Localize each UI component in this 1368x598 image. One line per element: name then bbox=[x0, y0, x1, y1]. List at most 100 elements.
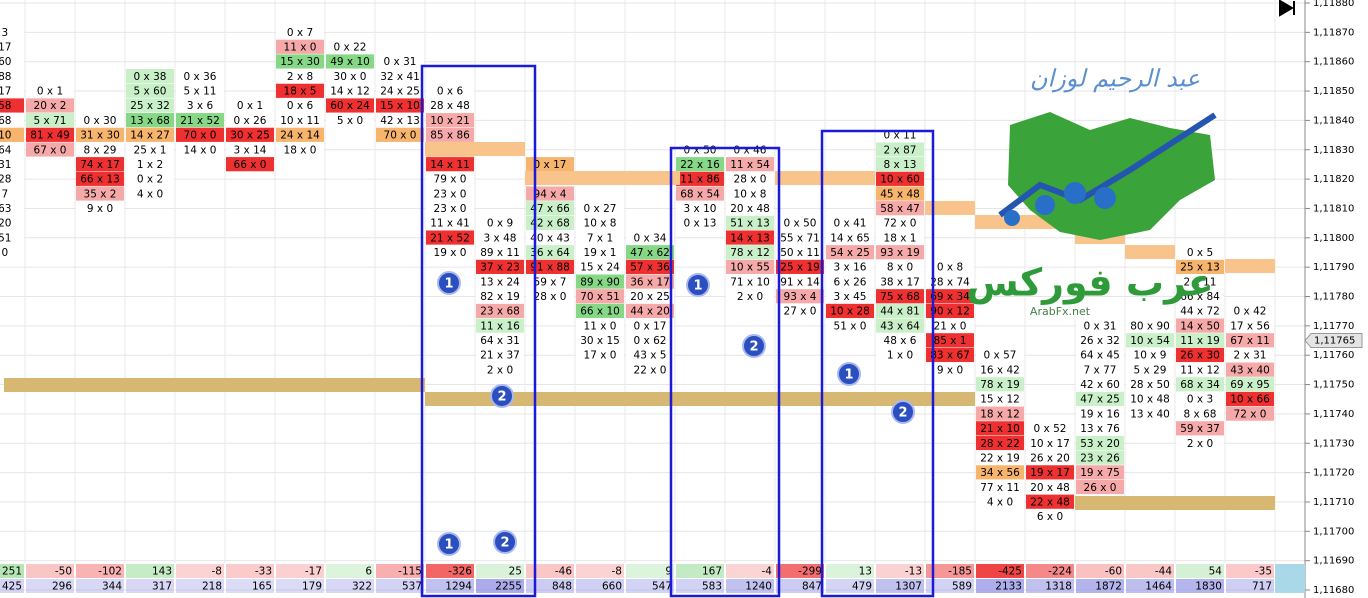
cell-label: x 63 bbox=[0, 203, 11, 215]
volume-cell bbox=[526, 579, 574, 593]
cell-label: 0 x 7 bbox=[287, 27, 313, 39]
cell-label: 10 x 54 bbox=[1130, 335, 1170, 347]
cell-label: 67 x 0 bbox=[34, 144, 67, 156]
cell-label: 74 x 17 bbox=[80, 159, 120, 171]
footprint-cell bbox=[76, 113, 124, 128]
footprint-cell bbox=[176, 98, 224, 113]
cell-label: 22 x 0 bbox=[634, 364, 667, 376]
cell-label: 30 x 15 bbox=[580, 335, 620, 347]
footprint-cell bbox=[376, 54, 424, 69]
cell-label: 0 x 27 bbox=[584, 203, 617, 215]
footprint-cell bbox=[1226, 362, 1274, 377]
cell-label: 64 x 45 bbox=[1080, 350, 1120, 362]
footprint-cell bbox=[126, 142, 174, 157]
cell-label: 25 x 13 bbox=[1180, 262, 1220, 274]
cell-label: 5 x 60 bbox=[134, 86, 167, 98]
footprint-cell bbox=[1226, 377, 1274, 392]
footprint-cell bbox=[1226, 318, 1274, 333]
footprint-cell bbox=[126, 113, 174, 128]
footprint-cell bbox=[926, 318, 974, 333]
footprint-cell bbox=[626, 230, 674, 245]
cell-label: 14 x 27 bbox=[130, 130, 170, 142]
delta-label: 13 bbox=[859, 566, 872, 578]
footprint-cell bbox=[926, 347, 974, 363]
volume-cell bbox=[776, 579, 824, 593]
cell-label: 0 x 36 bbox=[184, 71, 217, 83]
marker-label: 1 bbox=[693, 279, 702, 294]
footprint-cell bbox=[1076, 318, 1124, 333]
cell-label: 67 x 11 bbox=[1230, 335, 1270, 347]
delta-cell bbox=[576, 564, 624, 578]
delta-label: -224 bbox=[1048, 566, 1072, 578]
cell-label: 0 x 11 bbox=[884, 130, 917, 142]
cell-label: 15 x 12 bbox=[980, 394, 1020, 406]
footprint-cell bbox=[726, 259, 774, 274]
footprint-cell bbox=[426, 171, 474, 186]
cell-label: 10 x 17 bbox=[1030, 438, 1070, 450]
volume-cell bbox=[126, 579, 174, 593]
cell-label: 2 x 0 bbox=[487, 364, 513, 376]
footprint-cell bbox=[726, 142, 774, 157]
cell-label: x 31 bbox=[0, 159, 11, 171]
footprint-cell bbox=[826, 289, 874, 304]
poc-band bbox=[425, 142, 525, 156]
footprint-cell bbox=[876, 157, 924, 172]
cell-label: 22 x 48 bbox=[1030, 496, 1070, 508]
price-label: 1,11800 bbox=[1313, 233, 1354, 244]
cell-label: 58 x 47 bbox=[880, 203, 920, 215]
footprint-cell bbox=[426, 215, 474, 230]
cell-label: 30 x 25 bbox=[230, 130, 270, 142]
footprint-cell bbox=[1026, 421, 1074, 436]
cell-label: 3 x 48 bbox=[484, 232, 517, 244]
footprint-cell bbox=[0, 54, 24, 69]
footprint-cell bbox=[1176, 406, 1224, 421]
footprint-cell bbox=[726, 157, 774, 172]
footprint-cell bbox=[1126, 318, 1174, 333]
delta-cell bbox=[376, 564, 424, 578]
footprint-cell bbox=[526, 259, 574, 274]
footprint-cell bbox=[576, 318, 624, 333]
footprint-cell bbox=[276, 25, 324, 40]
cell-label: 31 x 30 bbox=[80, 130, 120, 142]
cell-label: 32 x 41 bbox=[380, 71, 420, 83]
cell-label: 85 x 86 bbox=[430, 130, 470, 142]
footprint-cell bbox=[576, 230, 624, 245]
cell-label: 48 x 6 bbox=[884, 335, 917, 347]
volume-cell bbox=[976, 579, 1024, 593]
volume-cell bbox=[276, 579, 324, 593]
footprint-cell bbox=[976, 450, 1024, 465]
volume-label: 296 bbox=[52, 581, 72, 593]
scroll-end-icon[interactable] bbox=[1279, 0, 1295, 17]
price-label: 1,11830 bbox=[1313, 145, 1354, 156]
marker-label: 2 bbox=[749, 340, 758, 355]
volume-label: 1464 bbox=[1145, 581, 1172, 593]
footprint-cell bbox=[0, 142, 24, 157]
marker-label: 2 bbox=[500, 536, 509, 551]
volume-cell bbox=[326, 579, 374, 593]
volume-cell bbox=[76, 579, 124, 593]
footprint-cell bbox=[1076, 465, 1124, 480]
footprint-cell bbox=[826, 259, 874, 274]
delta-label: -50 bbox=[55, 566, 72, 578]
footprint-cell bbox=[1176, 289, 1224, 304]
cell-label: 11 x 19 bbox=[1180, 335, 1220, 347]
delta-label: 9 bbox=[665, 566, 672, 578]
footprint-cell bbox=[976, 465, 1024, 480]
cell-label: 0 x 50 bbox=[684, 144, 717, 156]
footprint-cell bbox=[1176, 377, 1224, 392]
cell-label: 25 x 19 bbox=[780, 262, 820, 274]
cell-label: x 3 bbox=[0, 27, 8, 39]
footprint-cell bbox=[1226, 333, 1274, 348]
cell-label: 2 x 8 bbox=[287, 71, 313, 83]
delta-label: -4 bbox=[762, 566, 773, 578]
cell-label: 3 x 16 bbox=[834, 262, 867, 274]
cell-label: 78 x 19 bbox=[980, 379, 1020, 391]
footprint-cell bbox=[376, 127, 424, 142]
price-label: 1,11810 bbox=[1313, 203, 1354, 214]
cell-label: 17 x 56 bbox=[1230, 320, 1270, 332]
cell-label: 51 x 0 bbox=[834, 320, 867, 332]
cell-label: 43 x 64 bbox=[880, 320, 920, 332]
footprint-cell bbox=[226, 157, 274, 172]
footprint-cell bbox=[176, 113, 224, 128]
